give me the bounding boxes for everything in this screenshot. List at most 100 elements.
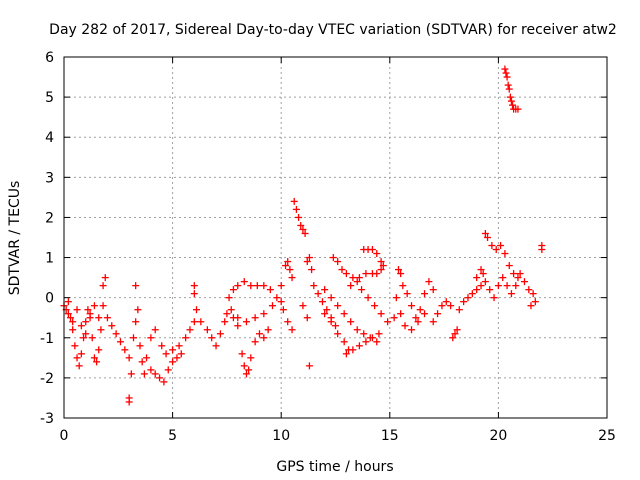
data-point: [455, 306, 463, 314]
data-point: [240, 278, 248, 286]
data-point: [477, 282, 485, 290]
data-point: [99, 302, 107, 310]
data-point: [473, 286, 481, 294]
data-point: [347, 318, 355, 326]
x-tick-label: 0: [60, 428, 69, 444]
data-point: [64, 298, 72, 306]
data-point: [507, 97, 515, 105]
data-point: [353, 326, 361, 334]
data-point: [286, 266, 294, 274]
data-point: [397, 310, 405, 318]
data-point: [143, 354, 151, 362]
y-tick-label: -3: [40, 411, 54, 427]
data-point: [251, 314, 259, 322]
axis-ticks: 0 5 10 15 20 25 -3 -2 -1 0 1 2 3 4 5 6: [40, 50, 616, 444]
data-point: [234, 314, 242, 322]
x-tick-label: 15: [381, 428, 399, 444]
data-point: [95, 346, 103, 354]
data-point: [266, 286, 274, 294]
data-point: [421, 310, 429, 318]
data-point: [429, 318, 437, 326]
data-point: [84, 306, 92, 314]
data-point: [355, 342, 363, 350]
data-point: [449, 334, 457, 342]
data-point: [421, 290, 429, 298]
data-point: [284, 318, 292, 326]
data-point: [77, 350, 85, 358]
data-point: [301, 229, 309, 237]
data-point: [121, 346, 129, 354]
chart-title: Day 282 of 2017, Sidereal Day-to-day VTE…: [49, 22, 617, 38]
data-point: [481, 229, 489, 237]
data-point: [223, 310, 231, 318]
data-point: [408, 302, 416, 310]
data-point: [97, 326, 105, 334]
data-point: [247, 282, 255, 290]
data-point: [399, 282, 407, 290]
data-point: [156, 374, 164, 382]
data-point: [321, 286, 329, 294]
data-point: [130, 334, 138, 342]
y-tick-label: 3: [45, 170, 54, 186]
data-point: [349, 274, 357, 282]
data-point: [282, 262, 290, 270]
data-point: [82, 330, 90, 338]
data-point: [95, 314, 103, 322]
data-point: [342, 270, 350, 278]
data-point: [327, 294, 335, 302]
data-point: [173, 354, 181, 362]
data-point: [212, 342, 220, 350]
grid: [64, 57, 607, 418]
plot-frame: [63, 56, 608, 419]
data-point: [132, 282, 140, 290]
data-point: [377, 266, 385, 274]
data-point: [242, 318, 250, 326]
data-point: [190, 290, 198, 298]
data-point: [503, 282, 511, 290]
data-point: [216, 330, 224, 338]
data-point: [464, 294, 472, 302]
data-point: [279, 306, 287, 314]
data-point: [253, 282, 261, 290]
data-point: [101, 274, 109, 282]
x-tick-label: 20: [489, 428, 507, 444]
data-point: [75, 362, 83, 370]
data-point: [82, 318, 90, 326]
y-tick-label: 1: [45, 251, 54, 267]
data-point: [169, 346, 177, 354]
data-point: [321, 310, 329, 318]
data-point: [93, 358, 101, 366]
y-axis-label: SDTVAR / TECUs: [7, 181, 23, 296]
data-point: [147, 366, 155, 374]
data-point: [238, 350, 246, 358]
data-point: [434, 310, 442, 318]
data-point: [501, 65, 509, 73]
data-point: [234, 322, 242, 330]
data-point: [160, 378, 168, 386]
data-point: [273, 294, 281, 302]
data-point: [481, 278, 489, 286]
data-point: [477, 266, 485, 274]
data-point: [507, 290, 515, 298]
y-tick-label: 6: [45, 50, 54, 66]
data-point: [338, 266, 346, 274]
data-point: [438, 302, 446, 310]
data-point: [251, 338, 259, 346]
data-point: [529, 290, 537, 298]
x-tick-label: 5: [168, 428, 177, 444]
data-point: [260, 282, 268, 290]
data-point: [64, 310, 72, 318]
data-point: [292, 205, 300, 213]
data-point: [327, 318, 335, 326]
data-point: [225, 294, 233, 302]
data-point: [136, 342, 144, 350]
data-point: [69, 326, 77, 334]
data-point: [334, 258, 342, 266]
data-point: [347, 282, 355, 290]
data-point: [371, 302, 379, 310]
data-point: [151, 326, 159, 334]
data-point: [364, 294, 372, 302]
data-point: [284, 258, 292, 266]
data-point: [67, 314, 75, 322]
data-point: [277, 298, 285, 306]
